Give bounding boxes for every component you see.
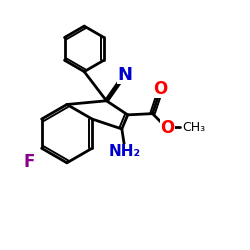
Text: F: F [24,153,35,171]
Text: N: N [118,66,132,84]
Text: NH₂: NH₂ [108,144,140,159]
Text: O: O [160,120,174,138]
Text: CH₃: CH₃ [182,121,206,134]
Text: O: O [153,80,167,98]
